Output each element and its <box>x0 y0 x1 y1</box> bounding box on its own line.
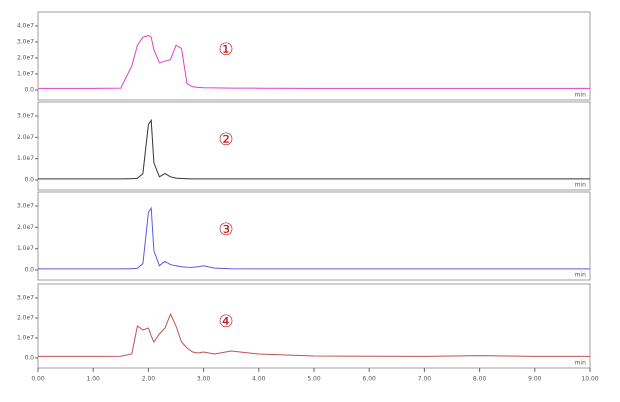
panel-annotation: ② <box>218 130 233 150</box>
x-tick-label: 10.00 <box>581 376 598 383</box>
x-unit: min <box>575 182 587 189</box>
y-tick-label: 0.0 <box>24 267 34 274</box>
y-tick-label: 2.0e7 <box>17 55 34 62</box>
x-tick-label: 8.00 <box>473 376 487 383</box>
x-tick-label: 6.00 <box>363 376 377 383</box>
trace <box>38 206 590 270</box>
y-tick-label: 2.0e7 <box>17 224 34 231</box>
panel-annotation: ① <box>218 40 233 60</box>
panel-frame <box>37 11 591 101</box>
y-tick-label: 0.0 <box>24 355 34 362</box>
panel-annotation: ④ <box>218 312 233 332</box>
panel-annotation: ③ <box>218 220 233 240</box>
x-tick-label: 4.00 <box>252 376 266 383</box>
y-tick-label: 1.0e7 <box>17 71 34 78</box>
y-tick-label: 3.0e7 <box>17 203 34 210</box>
x-tick-label: 0.00 <box>31 376 45 383</box>
y-tick-label: 3.0e7 <box>17 39 34 46</box>
y-tick-label: 0.0 <box>24 87 34 94</box>
x-unit: min <box>575 272 587 279</box>
x-tick-label: 7.00 <box>418 376 432 383</box>
x-tick-label: 3.00 <box>197 376 211 383</box>
x-tick-label: 1.00 <box>87 376 101 383</box>
panel-frame <box>37 283 591 369</box>
y-tick-label: 1.0e7 <box>17 155 34 162</box>
x-unit: min <box>575 360 587 367</box>
panel-frame <box>37 191 591 281</box>
y-tick-label: 1.0e7 <box>17 245 34 252</box>
y-tick-label: 2.0e7 <box>17 134 34 141</box>
y-tick-label: 2.0e7 <box>17 315 34 322</box>
y-tick-label: 3.0e7 <box>17 113 34 120</box>
x-unit: min <box>575 92 587 99</box>
y-tick-label: 4.0e7 <box>17 23 34 30</box>
y-tick-label: 0.0 <box>24 177 34 184</box>
x-tick-label: 9.00 <box>528 376 542 383</box>
trace <box>38 312 590 357</box>
y-tick-label: 3.0e7 <box>17 295 34 302</box>
x-tick-label: 2.00 <box>142 376 156 383</box>
y-tick-label: 1.0e7 <box>17 335 34 342</box>
trace <box>38 118 590 180</box>
trace <box>38 35 590 89</box>
panel-frame <box>37 101 591 191</box>
x-tick-label: 5.00 <box>307 376 321 383</box>
